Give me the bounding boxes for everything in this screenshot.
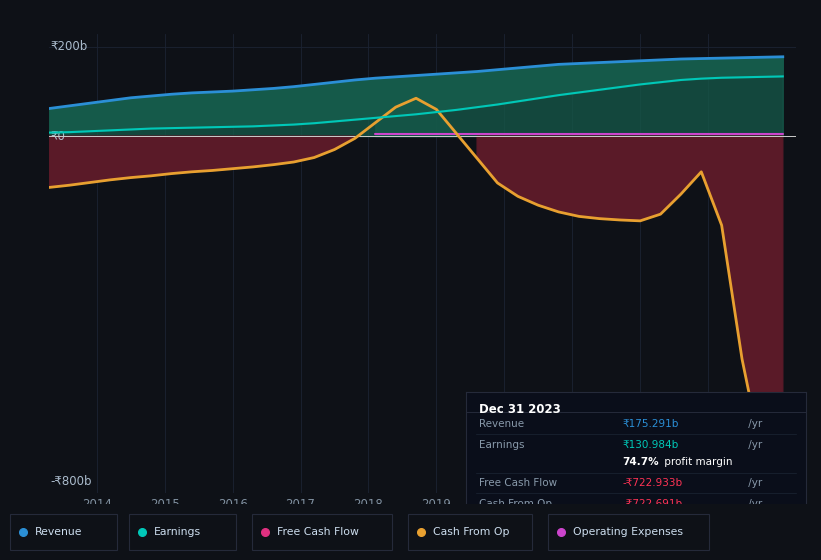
Text: Earnings: Earnings: [154, 527, 201, 537]
Text: /yr: /yr: [745, 440, 762, 450]
FancyBboxPatch shape: [548, 514, 709, 550]
Text: ₹200b: ₹200b: [51, 40, 88, 53]
FancyBboxPatch shape: [408, 514, 532, 550]
Text: Cash From Op: Cash From Op: [479, 499, 553, 508]
Text: -₹722.691b: -₹722.691b: [622, 499, 682, 508]
FancyBboxPatch shape: [129, 514, 236, 550]
Text: /yr: /yr: [745, 520, 762, 529]
Text: Free Cash Flow: Free Cash Flow: [277, 527, 360, 537]
Text: Operating Expenses: Operating Expenses: [573, 527, 683, 537]
Text: Operating Expenses: Operating Expenses: [479, 520, 585, 529]
Text: Earnings: Earnings: [479, 440, 525, 450]
Text: /yr: /yr: [745, 478, 762, 488]
Text: ₹175.291b: ₹175.291b: [622, 419, 679, 429]
Text: -₹722.933b: -₹722.933b: [622, 478, 682, 488]
Text: /yr: /yr: [745, 499, 762, 508]
FancyBboxPatch shape: [252, 514, 392, 550]
Text: Revenue: Revenue: [35, 527, 83, 537]
Text: 74.7%: 74.7%: [622, 457, 659, 467]
Text: Free Cash Flow: Free Cash Flow: [479, 478, 557, 488]
Text: profit margin: profit margin: [662, 457, 733, 467]
Text: /yr: /yr: [745, 419, 762, 429]
Text: Revenue: Revenue: [479, 419, 525, 429]
Text: ₹4.365b: ₹4.365b: [622, 520, 665, 529]
Text: ₹0: ₹0: [51, 129, 66, 143]
Text: ₹130.984b: ₹130.984b: [622, 440, 678, 450]
Text: -₹800b: -₹800b: [51, 475, 92, 488]
Text: Dec 31 2023: Dec 31 2023: [479, 403, 561, 416]
Text: Cash From Op: Cash From Op: [433, 527, 510, 537]
FancyBboxPatch shape: [10, 514, 117, 550]
